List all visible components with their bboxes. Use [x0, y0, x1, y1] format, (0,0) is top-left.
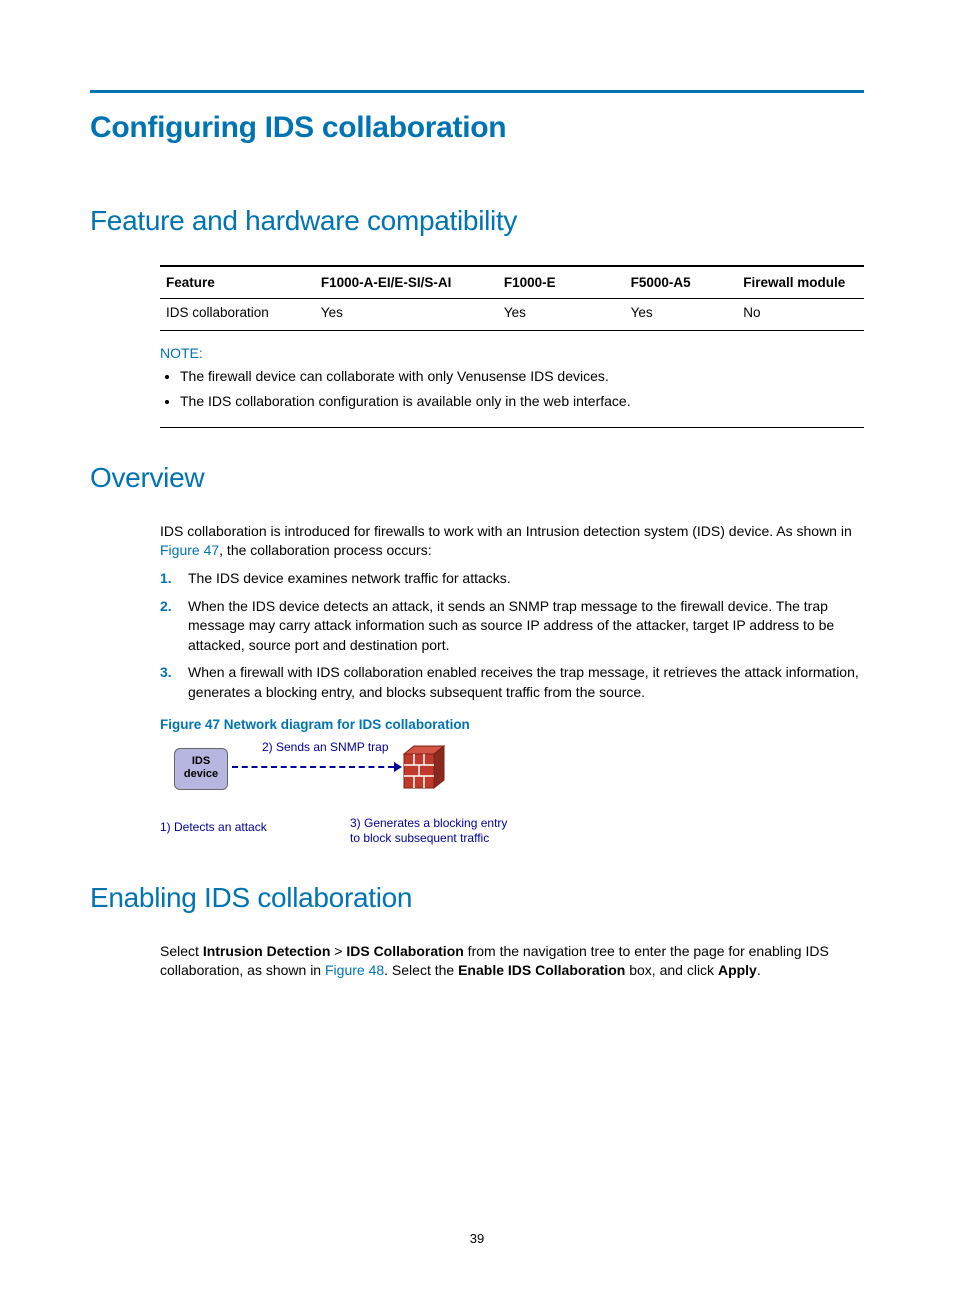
snmp-arrow: [232, 766, 394, 768]
table-header-cell: F1000-A-EI/E-SI/S-AI: [315, 266, 498, 299]
network-diagram: IDS device 2) Sends an SNMP trap 1) Dete…: [160, 740, 590, 860]
ids-label-line2: device: [184, 768, 218, 780]
ids-device-node: IDS device: [174, 748, 228, 790]
note-box: NOTE: The firewall device can collaborat…: [160, 345, 864, 428]
figure-caption: Figure 47 Network diagram for IDS collab…: [160, 717, 864, 732]
snmp-trap-label: 2) Sends an SNMP trap: [262, 740, 389, 754]
step-item: 2. When the IDS device detects an attack…: [160, 597, 864, 656]
ids-label-line1: IDS: [192, 755, 210, 767]
text-span: . Select the: [384, 962, 458, 978]
text-span: >: [330, 943, 346, 959]
section-heading-compatibility: Feature and hardware compatibility: [90, 205, 864, 237]
spacer: [90, 860, 864, 882]
step-text: When a firewall with IDS collaboration e…: [188, 663, 864, 702]
note-list: The firewall device can collaborate with…: [160, 367, 864, 411]
page-container: Configuring IDS collaboration Feature an…: [0, 0, 954, 1296]
section-heading-enabling: Enabling IDS collaboration: [90, 882, 864, 914]
overview-intro: IDS collaboration is introduced for fire…: [160, 522, 864, 561]
note-label: NOTE:: [160, 345, 864, 361]
enabling-paragraph: Select Intrusion Detection > IDS Collabo…: [160, 942, 864, 981]
page-number: 39: [0, 1231, 954, 1246]
table-cell: Yes: [498, 299, 625, 331]
table-header-cell: F1000-E: [498, 266, 625, 299]
bold-text: Enable IDS Collaboration: [458, 962, 625, 978]
step-number: 3.: [160, 663, 188, 702]
bold-text: Intrusion Detection: [203, 943, 331, 959]
text-span: IDS collaboration is introduced for fire…: [160, 523, 852, 539]
detect-attack-label: 1) Detects an attack: [160, 820, 267, 834]
blocking-entry-label: 3) Generates a blocking entry to block s…: [350, 816, 507, 847]
step-text: When the IDS device detects an attack, i…: [188, 597, 864, 656]
spacer: [90, 428, 864, 462]
table-cell: No: [737, 299, 864, 331]
text-span: box, and click: [625, 962, 718, 978]
step-text: The IDS device examines network traffic …: [188, 569, 511, 589]
steps-list: 1. The IDS device examines network traff…: [160, 569, 864, 703]
step-number: 2.: [160, 597, 188, 656]
step-item: 3. When a firewall with IDS collaboratio…: [160, 663, 864, 702]
table-row: IDS collaboration Yes Yes Yes No: [160, 299, 864, 331]
main-title: Configuring IDS collaboration: [90, 111, 864, 145]
figure-link[interactable]: Figure 48: [325, 962, 384, 978]
block-label-line2: to block subsequent traffic: [350, 831, 489, 845]
step-item: 1. The IDS device examines network traff…: [160, 569, 864, 589]
note-item: The IDS collaboration configuration is a…: [180, 392, 864, 411]
step-number: 1.: [160, 569, 188, 589]
table-header-cell: Feature: [160, 266, 315, 299]
table-cell: Yes: [625, 299, 738, 331]
overview-block: IDS collaboration is introduced for fire…: [160, 522, 864, 860]
note-item: The firewall device can collaborate with…: [180, 367, 864, 386]
section-heading-overview: Overview: [90, 462, 864, 494]
compat-block: Feature F1000-A-EI/E-SI/S-AI F1000-E F50…: [160, 265, 864, 428]
table-cell: Yes: [315, 299, 498, 331]
table-cell: IDS collaboration: [160, 299, 315, 331]
enabling-block: Select Intrusion Detection > IDS Collabo…: [160, 942, 864, 981]
compat-table: Feature F1000-A-EI/E-SI/S-AI F1000-E F50…: [160, 265, 864, 331]
table-header-cell: Firewall module: [737, 266, 864, 299]
top-rule: [90, 90, 864, 93]
bold-text: Apply: [718, 962, 757, 978]
figure-link[interactable]: Figure 47: [160, 542, 219, 558]
text-span: , the collaboration process occurs:: [219, 542, 431, 558]
table-header-cell: F5000-A5: [625, 266, 738, 299]
block-label-line1: 3) Generates a blocking entry: [350, 816, 507, 830]
firewall-icon: [400, 742, 454, 792]
bold-text: IDS Collaboration: [346, 943, 463, 959]
table-header-row: Feature F1000-A-EI/E-SI/S-AI F1000-E F50…: [160, 266, 864, 299]
text-span: Select: [160, 943, 203, 959]
text-span: .: [757, 962, 761, 978]
